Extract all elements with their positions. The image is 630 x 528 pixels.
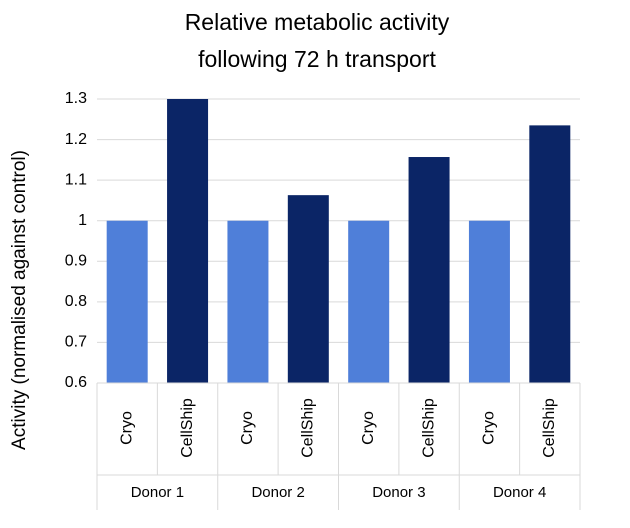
x-tick-label: Cryo <box>360 411 377 445</box>
chart-title: Relative metabolic activity <box>185 9 450 35</box>
y-tick-label: 1.3 <box>65 90 87 107</box>
y-tick-label: 0.6 <box>65 374 87 391</box>
x-group-label: Donor 1 <box>131 484 184 501</box>
x-tick-label: CellShip <box>420 398 437 458</box>
y-tick-label: 1.1 <box>65 171 87 188</box>
x-tick-label: Cryo <box>239 411 256 445</box>
x-group-label: Donor 4 <box>493 484 546 501</box>
y-tick-label: 1.2 <box>65 131 87 148</box>
y-axis-label: Activity (normalised against control) <box>9 150 30 450</box>
bar <box>529 125 571 383</box>
y-tick-label: 0.8 <box>65 293 87 310</box>
y-tick-label: 0.7 <box>65 334 87 351</box>
x-tick-label: Cryo <box>481 411 498 445</box>
x-group-label: Donor 2 <box>251 484 304 501</box>
x-group-label: Donor 3 <box>372 484 425 501</box>
x-tick-label: Cryo <box>118 411 135 445</box>
x-tick-label: CellShip <box>179 398 196 458</box>
bar <box>408 157 450 383</box>
bar <box>287 195 329 383</box>
chart-title: following 72 h transport <box>198 46 436 72</box>
bar <box>227 220 269 383</box>
bar <box>348 220 390 383</box>
bar <box>468 220 510 383</box>
y-tick-label: 1 <box>78 212 87 229</box>
x-tick-label: CellShip <box>300 398 317 458</box>
x-tick-label: CellShip <box>541 398 558 458</box>
bar <box>167 99 209 383</box>
y-tick-label: 0.9 <box>65 253 87 270</box>
bar <box>106 220 148 383</box>
